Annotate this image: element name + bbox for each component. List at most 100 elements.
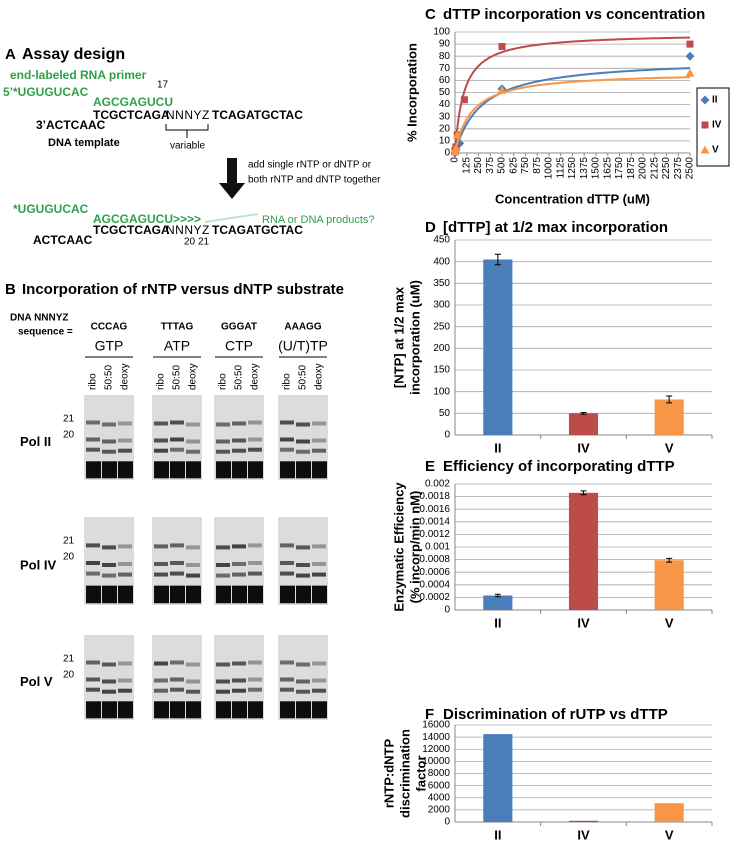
y-tick-label: 60: [439, 75, 451, 86]
position: 21: [198, 237, 210, 248]
gel-band: [186, 461, 201, 479]
error-bar: [494, 253, 501, 266]
x-tick-label: 1000: [544, 157, 555, 180]
gel-band: [186, 563, 200, 567]
panel-label: E: [425, 458, 435, 475]
gel-band: [312, 585, 327, 604]
row-label: Pol IV: [20, 557, 56, 572]
gel-band: [102, 662, 116, 667]
x-tick-label: V: [665, 440, 674, 455]
gel-band: [216, 679, 230, 684]
panel-label: A: [5, 46, 16, 63]
gel-band: [154, 678, 168, 683]
template-label: DNA template: [48, 137, 120, 149]
error-bar: [666, 557, 673, 563]
gel-band: [232, 585, 247, 604]
panel-title: Assay design: [22, 46, 125, 63]
gel-band: [248, 543, 262, 548]
substrate: GTP: [95, 338, 124, 354]
y-tick-label: 0.0018: [419, 491, 450, 502]
x-tick-label: 0: [450, 157, 461, 163]
x-tick-label: IV: [577, 440, 590, 455]
gel-band: [102, 701, 117, 719]
gel-band: [232, 701, 247, 719]
gel-band: [118, 544, 132, 549]
lane-label: deoxy: [314, 363, 325, 390]
sequence: *UGUGUCAC: [13, 202, 89, 216]
gel-band: [248, 420, 262, 425]
trendline: [454, 67, 691, 154]
lane-label: 50:50: [298, 365, 309, 390]
y-tick-label: 2000: [428, 805, 451, 816]
gel-band: [232, 438, 246, 443]
x-tick-label: 2500: [685, 157, 696, 180]
x-tick-label: 1750: [614, 157, 625, 180]
gel-band: [280, 660, 294, 665]
y-axis-label: incorporation (uM): [407, 280, 422, 395]
x-tick-label: 500: [497, 157, 508, 174]
gel-band: [186, 439, 200, 444]
x-tick-label: 2125: [649, 157, 660, 180]
y-tick-label: 100: [433, 27, 450, 38]
y-axis-label: % Incorporation: [404, 43, 419, 142]
sequence-header: DNA NNNYZ: [10, 313, 69, 324]
gel-band: [280, 543, 294, 548]
gel-band: [170, 420, 184, 425]
gel-band: [248, 437, 262, 442]
y-tick-label: 200: [433, 343, 450, 354]
y-tick-label: 450: [433, 235, 450, 246]
band-marker: 20: [63, 430, 75, 441]
y-tick-label: 0: [444, 817, 450, 828]
gel-band: [296, 439, 310, 444]
gel-band: [216, 563, 230, 567]
gel-band: [118, 661, 132, 666]
sequence: TCGCTCAGA: [93, 223, 170, 237]
y-tick-label: 8000: [428, 768, 451, 779]
gel-band: [216, 461, 231, 479]
gel-band: [280, 687, 294, 692]
gel-band: [216, 449, 230, 454]
gel-band: [216, 585, 231, 604]
gel-band: [248, 561, 262, 565]
gel-band: [248, 461, 263, 479]
position: 17: [157, 80, 169, 91]
x-tick-label: II: [494, 615, 501, 630]
bar: [654, 399, 684, 435]
gel-band: [154, 562, 168, 566]
lane-label: ribo: [88, 373, 99, 390]
gel-band: [170, 660, 184, 665]
gel-band: [86, 677, 100, 682]
sequence: 5’*UGUGUCAC: [3, 85, 89, 99]
step-text: add single rNTP or dNTP or: [248, 160, 372, 171]
gel-band: [216, 701, 231, 719]
x-tick-label: 2000: [638, 157, 649, 180]
gel-band: [102, 689, 116, 694]
gel-band: [154, 585, 169, 604]
gel-band: [232, 688, 246, 693]
gel-band: [186, 662, 200, 667]
y-tick-label: 0.0002: [419, 592, 450, 603]
y-tick-label: 30: [439, 111, 451, 122]
y-tick-label: 16000: [422, 720, 450, 731]
sequence: AAAGG: [284, 322, 321, 333]
gel-band: [118, 461, 133, 479]
x-tick-label: 2375: [673, 157, 684, 180]
band-marker: 21: [63, 414, 75, 425]
y-tick-label: 6000: [428, 780, 451, 791]
gel-band: [118, 678, 132, 683]
y-tick-label: 0.0008: [419, 554, 450, 565]
gel-band: [248, 687, 262, 692]
panel-title: Efficiency of incorporating dTTP: [443, 458, 675, 475]
lane-label: 50:50: [104, 365, 115, 390]
gel-band: [170, 561, 184, 565]
gel-band: [296, 449, 310, 454]
gel-band: [280, 561, 294, 565]
panel-title: [dTTP] at 1/2 max incorporation: [443, 219, 668, 236]
gel-band: [154, 544, 168, 549]
gel-band: [154, 461, 169, 479]
gel-band: [248, 677, 262, 682]
gel-band: [248, 660, 262, 665]
gel-band: [102, 449, 116, 454]
gel-band: [102, 679, 116, 684]
gel-band: [296, 563, 310, 567]
